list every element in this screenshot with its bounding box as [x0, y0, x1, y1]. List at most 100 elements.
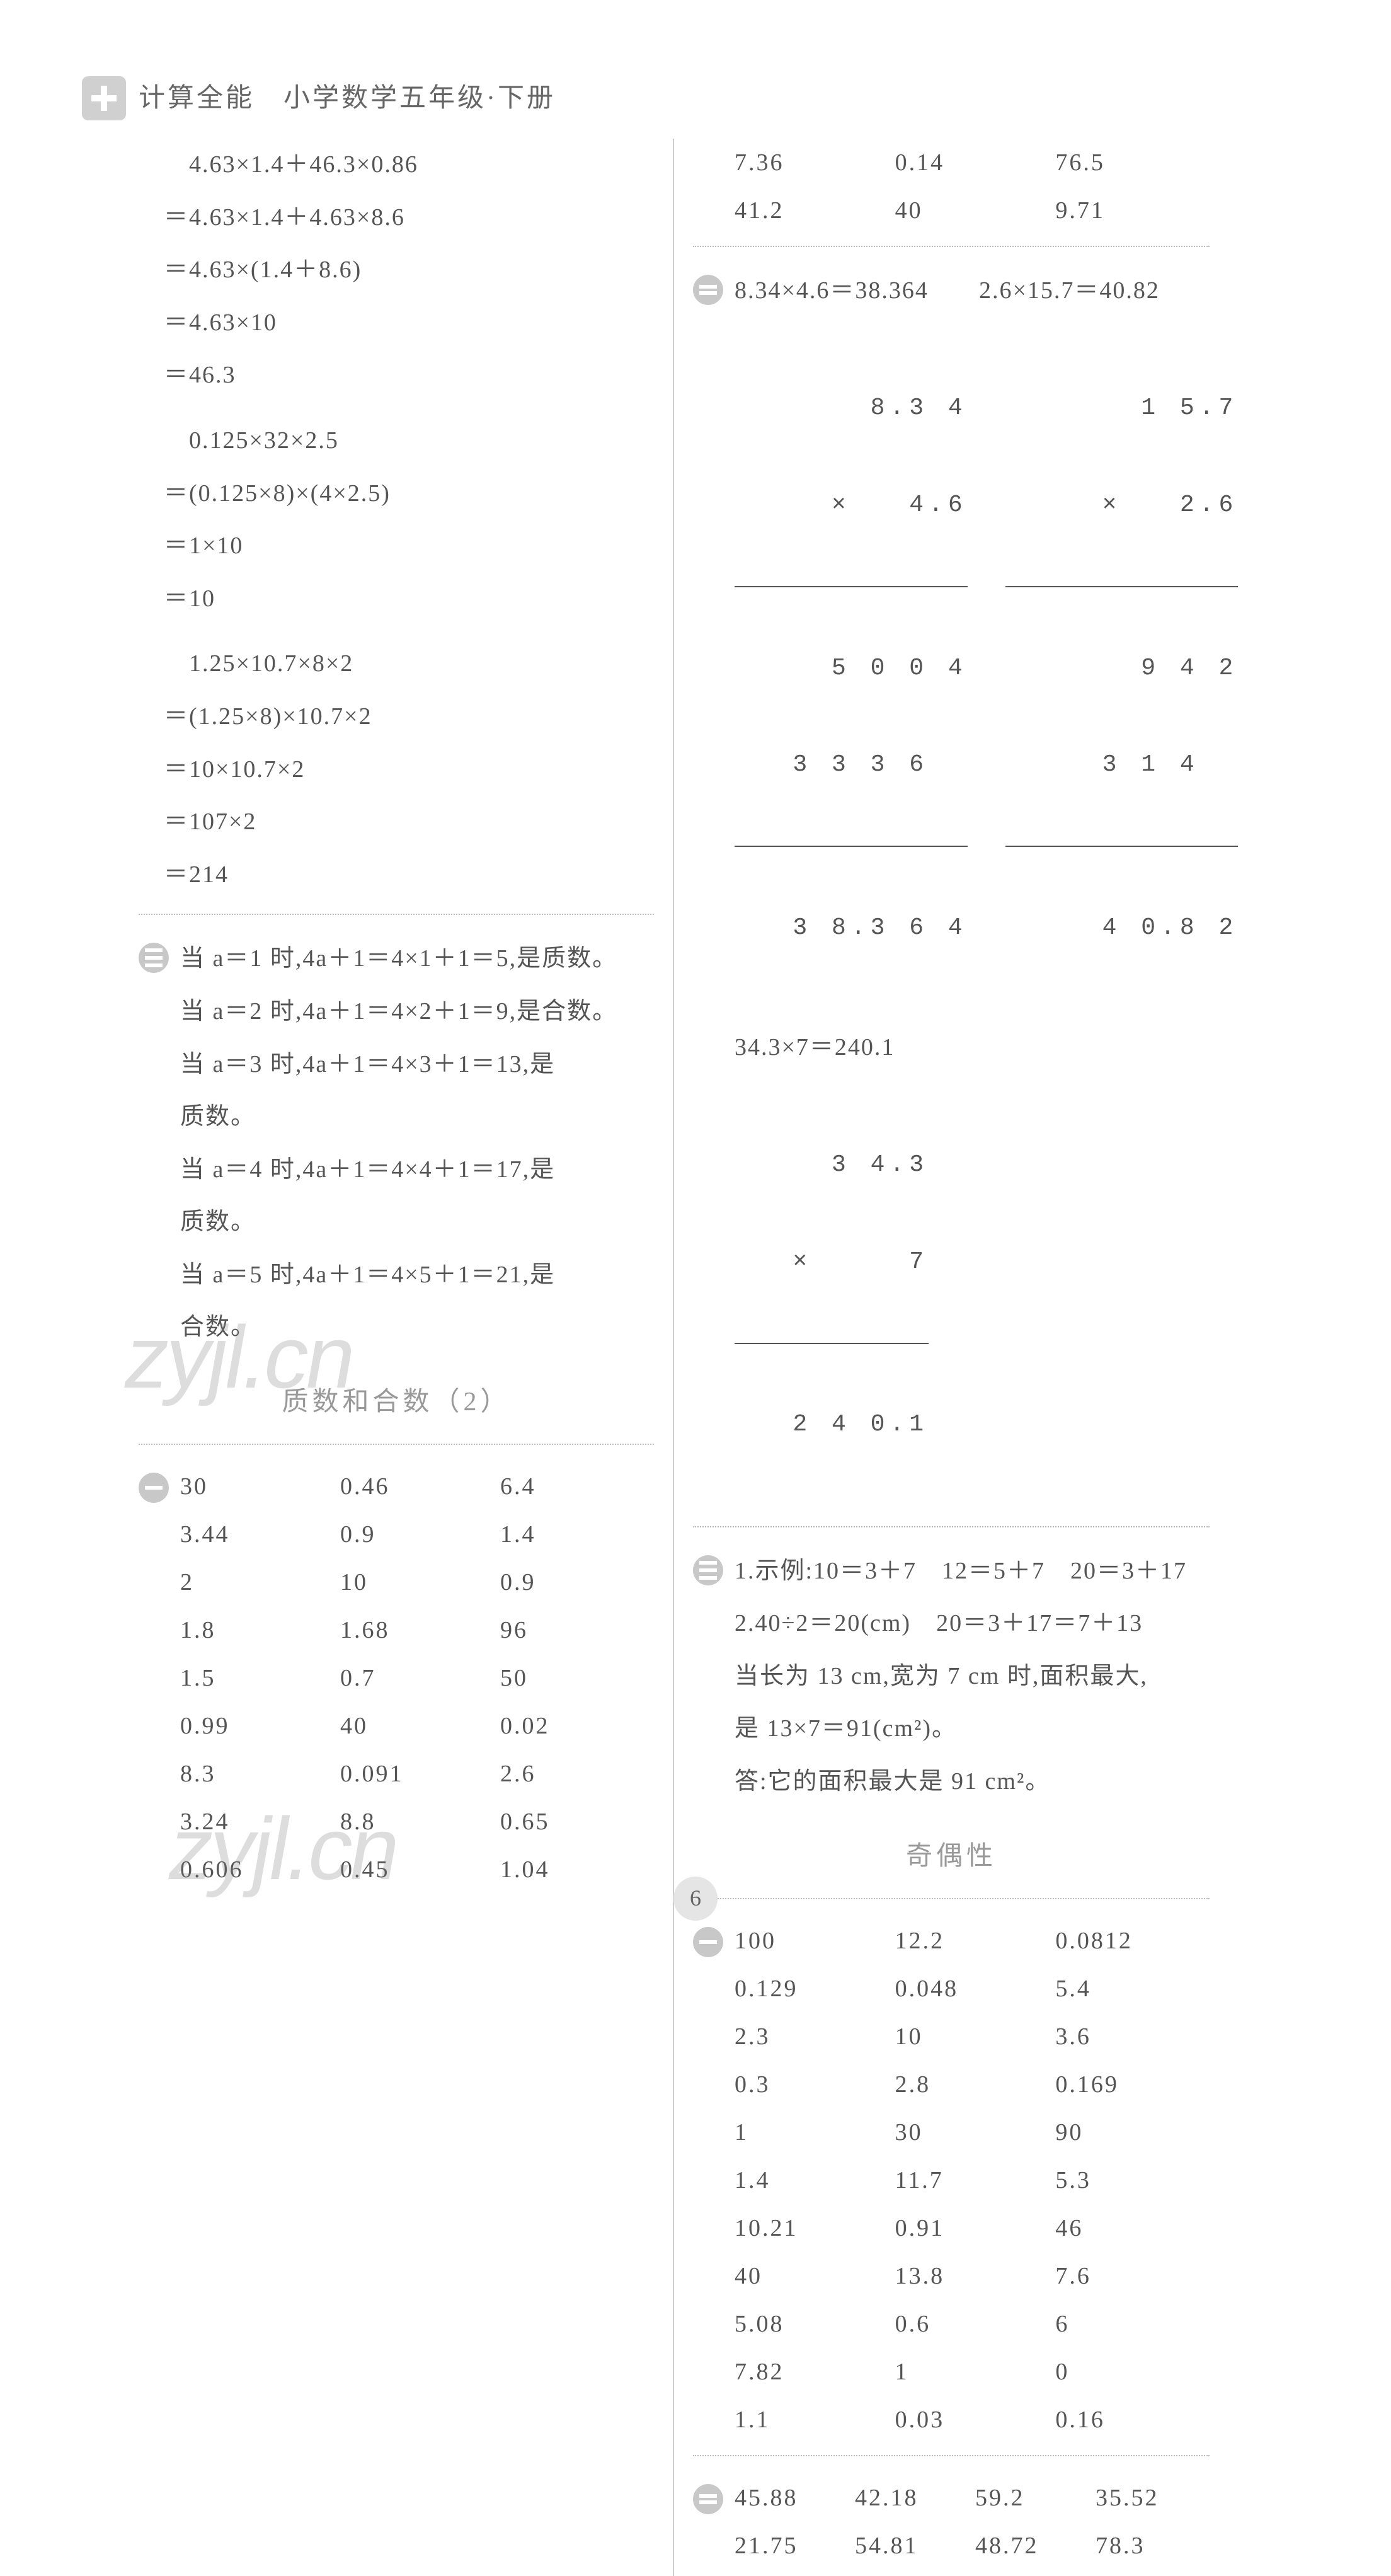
table-cell: 78.3	[1096, 2522, 1210, 2570]
table-cell: 0.6	[895, 2300, 1050, 2348]
separator	[693, 1526, 1210, 1527]
calc-line: ＝(1.25×8)×10.7×2	[164, 691, 654, 744]
mult-row: 2 4 0.1	[735, 1408, 929, 1440]
mult-row: 3 8.3 6 4	[735, 912, 968, 944]
separator	[139, 914, 654, 915]
table-cell: 90	[1055, 2108, 1210, 2156]
calc-line: ＝46.3	[164, 349, 654, 402]
table-cell: 8.3	[180, 1750, 334, 1798]
table-cell: 0.169	[1055, 2061, 1210, 2108]
table-cell: 7.6	[1055, 2252, 1210, 2300]
text-line: 质数。	[180, 1196, 654, 1249]
section-body: 10012.20.08120.1290.0485.42.3103.60.32.8…	[735, 1917, 1210, 2444]
calc-line: ＝10	[164, 573, 654, 626]
section-table-left: 300.466.43.440.91.42100.91.81.68961.50.7…	[139, 1463, 654, 1894]
table-cell: 10	[340, 1558, 494, 1606]
section-prose-3: 1.示例:10＝3＋7 12＝5＋7 20＝3＋17 2.40÷2＝20(cm)…	[693, 1545, 1210, 1808]
table-cell: 8.8	[340, 1798, 494, 1846]
mult-row: 3 4.3	[735, 1149, 929, 1181]
table-cell: 1.4	[500, 1510, 654, 1558]
table-cell: 1.04	[500, 1846, 654, 1894]
table-cell: 5.3	[1055, 2156, 1210, 2204]
table-cell: 0.45	[340, 1846, 494, 1894]
eq-line: 8.34×4.6＝38.364 2.6×15.7＝40.82	[735, 265, 1238, 318]
number-table: 300.466.43.440.91.42100.91.81.68961.50.7…	[180, 1463, 654, 1894]
mult-row: 3 1 4	[1005, 749, 1239, 781]
section-table-right-4: 45.8842.1859.235.5221.7554.8148.7278.3	[693, 2474, 1210, 2570]
table-cell: 0.129	[735, 1965, 889, 2013]
table-cell: 76.5	[1055, 139, 1210, 187]
table-cell: 3.6	[1055, 2013, 1210, 2061]
text-line: 2.40÷2＝20(cm) 20＝3＋17＝7＋13	[735, 1597, 1210, 1650]
section-subtitle: 质数和合数（2）	[139, 1373, 654, 1431]
table-cell: 6.4	[500, 1463, 654, 1510]
equation: 2.6×15.7＝40.82	[979, 277, 1160, 304]
calc-line: ＝10×10.7×2	[164, 744, 654, 796]
table-cell: 0.91	[895, 2204, 1050, 2252]
marker-three-icon	[693, 1555, 723, 1585]
table-cell: 0.9	[500, 1558, 654, 1606]
marker-two-icon	[693, 2484, 723, 2514]
calc-line: ＝1×10	[164, 520, 654, 573]
table-cell: 30	[895, 2108, 1050, 2156]
section-body: 45.8842.1859.235.5221.7554.8148.7278.3	[735, 2474, 1210, 2570]
table-cell: 0.7	[340, 1654, 494, 1702]
table-cell: 48.72	[975, 2522, 1089, 2570]
marker-two-icon	[693, 275, 723, 305]
table-cell: 0.048	[895, 1965, 1050, 2013]
table-cell: 42.18	[855, 2474, 969, 2522]
table-cell: 2.6	[500, 1750, 654, 1798]
calc-line: ＝(0.125×8)×(4×2.5)	[164, 468, 654, 520]
table-cell: 2.3	[735, 2013, 889, 2061]
table-cell: 1.1	[735, 2396, 889, 2444]
table-cell: 0.46	[340, 1463, 494, 1510]
marker-one-icon	[139, 1473, 169, 1503]
page-body: 4.63×1.4＋46.3×0.86 ＝4.63×1.4＋4.63×8.6 ＝4…	[120, 139, 1241, 2576]
table-cell: 2.8	[895, 2061, 1050, 2108]
table-cell: 1.8	[180, 1606, 334, 1654]
text-line: 当 a＝5 时,4a＋1＝4×5＋1＝21,是	[180, 1249, 654, 1302]
calc-block-1: 4.63×1.4＋46.3×0.86 ＝4.63×1.4＋4.63×8.6 ＝4…	[164, 139, 654, 402]
separator	[139, 1444, 654, 1445]
table-cell: 7.36	[735, 139, 889, 187]
text-line: 1.示例:10＝3＋7 12＝5＋7 20＝3＋17	[735, 1545, 1210, 1598]
table-cell: 5.4	[1055, 1965, 1210, 2013]
right-column: 7.360.1476.541.2409.71 8.34×4.6＝38.364 2…	[674, 139, 1228, 2576]
text-line: 当 a＝3 时,4a＋1＝4×3＋1＝13,是	[180, 1038, 654, 1091]
calc-line: 1.25×10.7×8×2	[164, 638, 654, 691]
table-cell: 9.71	[1055, 187, 1210, 234]
section-body: 1.示例:10＝3＋7 12＝5＋7 20＝3＋17 2.40÷2＝20(cm)…	[735, 1545, 1210, 1808]
mult-row: × 2.6	[1005, 489, 1239, 521]
table-cell: 0.02	[500, 1702, 654, 1750]
table-cell: 40	[895, 187, 1050, 234]
table-cell: 1	[735, 2108, 889, 2156]
table-cell: 0.65	[500, 1798, 654, 1846]
mult-row: 9 4 2	[1005, 652, 1239, 684]
text-line: 质数。	[180, 1091, 654, 1144]
page-number: 6	[673, 1877, 718, 1921]
table-cell: 1	[895, 2348, 1050, 2396]
table-cell: 100	[735, 1917, 889, 1965]
table-cell: 12.2	[895, 1917, 1050, 1965]
eq-line: 34.3×7＝240.1	[735, 1021, 1238, 1074]
table-cell: 0.03	[895, 2396, 1050, 2444]
table-cell: 0.14	[895, 139, 1050, 187]
table-cell: 59.2	[975, 2474, 1089, 2522]
table-cell: 0.16	[1055, 2396, 1210, 2444]
calc-block-2: 0.125×32×2.5 ＝(0.125×8)×(4×2.5) ＝1×10 ＝1…	[164, 415, 654, 625]
mult-row: 4 0.8 2	[1005, 912, 1239, 944]
mult-row: 3 3 3 6	[735, 749, 968, 781]
table-cell: 0.091	[340, 1750, 494, 1798]
text-line: 当 a＝2 时,4a＋1＝4×2＋1＝9,是合数。	[180, 986, 654, 1038]
text-line: 合数。	[180, 1301, 654, 1354]
vertical-multiplication: 8.3 4 × 4.6 5 0 0 4 3 3 3 6 3 8.3 6 4	[735, 328, 968, 1009]
table-cell: 5.08	[735, 2300, 889, 2348]
text-line: 当 a＝4 时,4a＋1＝4×4＋1＝17,是	[180, 1144, 654, 1197]
table-cell: 40	[735, 2252, 889, 2300]
rule	[1005, 586, 1239, 587]
marker-three-icon	[139, 943, 169, 973]
table-cell: 1.5	[180, 1654, 334, 1702]
table-cell: 45.88	[735, 2474, 849, 2522]
table-cell: 6	[1055, 2300, 1210, 2348]
table-cell: 0.99	[180, 1702, 334, 1750]
